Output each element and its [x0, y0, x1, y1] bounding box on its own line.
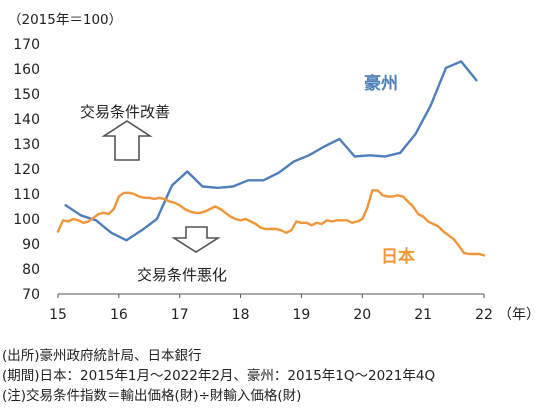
y-tick-label: 110 [13, 187, 40, 203]
y-tick-label: 80 [22, 262, 40, 278]
x-unit-label: （年） [498, 307, 540, 323]
axes: （2015年＝100） 70 80 90 100 110 120 130 140 150 160 17… [8, 12, 540, 323]
y-tick-label: 100 [13, 212, 40, 228]
y-tick-label: 160 [13, 62, 40, 78]
x-tick-label: 18 [232, 307, 250, 323]
x-tick-label: 17 [171, 307, 189, 323]
up-arrow-icon [101, 120, 153, 161]
series-label-japan: 日本 [381, 246, 415, 267]
series-line-japan [56, 189, 486, 257]
y-tick-label: 120 [13, 162, 40, 178]
series-label-australia: 豪州 [364, 73, 398, 94]
terms-of-trade-chart: （2015年＝100） 70 80 90 100 110 120 130 140 150 160 17… [8, 12, 540, 323]
y-tick-label: 150 [13, 87, 40, 103]
source-note: (出所)豪州政府統計局、日本銀行 [2, 348, 202, 364]
down-arrow-icon [171, 226, 221, 253]
y-unit-label: （2015年＝100） [8, 12, 122, 28]
y-tick-label: 140 [13, 112, 40, 128]
x-tick-label: 21 [414, 307, 432, 323]
definition-note: (注)交易条件指数＝輸出価格(財)÷財輸入価格(財) [2, 388, 302, 404]
x-tick-label: 22 [475, 307, 493, 323]
y-tick-label: 170 [13, 37, 40, 53]
x-tick-label: 16 [110, 307, 128, 323]
series-line-australia [64, 60, 478, 242]
annotation-worsen: 交易条件悪化 [137, 266, 227, 284]
annotation-improve: 交易条件改善 [80, 103, 170, 121]
y-tick-label: 90 [22, 237, 40, 253]
footnotes: (出所)豪州政府統計局、日本銀行 (期間)日本：2015年1月～2022年2月、… [2, 346, 538, 406]
y-tick-label: 130 [13, 137, 40, 153]
x-tick-label: 15 [49, 307, 67, 323]
x-tick-label: 20 [353, 307, 371, 323]
x-tick-label: 19 [293, 307, 311, 323]
y-tick-label: 70 [22, 287, 40, 303]
period-note: (期間)日本：2015年1月～2022年2月、豪州：2015年1Q～2021年4… [2, 368, 436, 384]
